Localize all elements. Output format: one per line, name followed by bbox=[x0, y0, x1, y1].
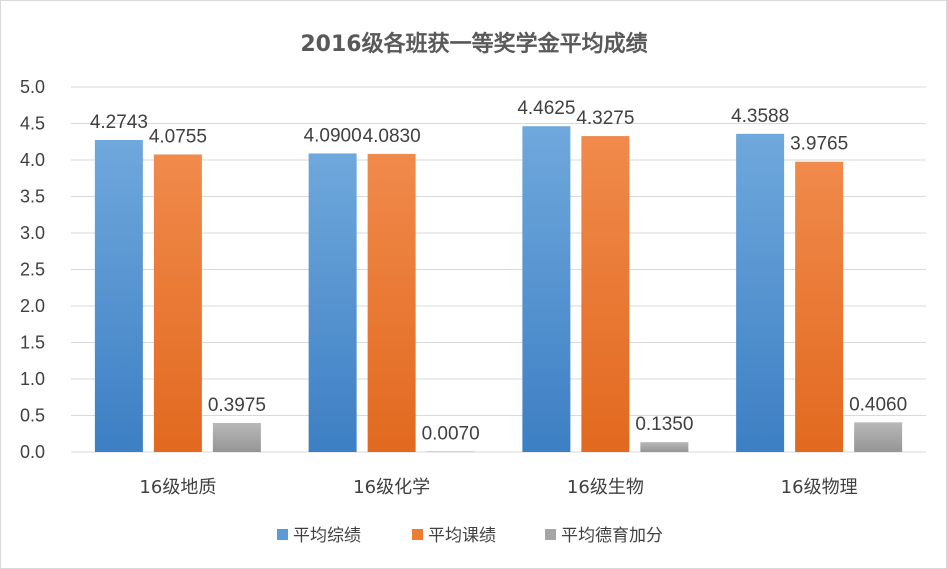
x-category-label: 16级生物 bbox=[567, 477, 644, 498]
data-label: 4.3275 bbox=[576, 108, 634, 129]
bar-3-3 bbox=[640, 442, 689, 452]
y-tick-label: 1.0 bbox=[20, 369, 45, 389]
bars bbox=[94, 126, 903, 453]
data-label: 0.1350 bbox=[635, 414, 693, 435]
data-label: 4.0900 bbox=[304, 125, 362, 146]
y-tick-label: 5.0 bbox=[20, 77, 45, 97]
data-label: 4.3588 bbox=[731, 106, 789, 127]
bar-3-1 bbox=[212, 422, 261, 452]
y-tick-label: 2.5 bbox=[20, 260, 45, 280]
legend-swatch bbox=[277, 529, 288, 540]
y-tick-label: 4.5 bbox=[20, 114, 45, 134]
bar-3-2 bbox=[426, 451, 475, 452]
y-tick-label: 3.0 bbox=[20, 223, 45, 243]
bar-3-4 bbox=[854, 422, 903, 452]
data-label: 4.0830 bbox=[363, 126, 421, 147]
bar-2-3 bbox=[581, 136, 630, 452]
bar-1-1 bbox=[94, 139, 143, 452]
x-category-label: 16级化学 bbox=[353, 477, 430, 498]
chart-title: 2016级各班获一等奖学金平均成绩 bbox=[300, 31, 647, 57]
legend-label: 平均德育加分 bbox=[561, 526, 663, 546]
data-label: 0.4060 bbox=[849, 394, 907, 415]
bar-2-4 bbox=[795, 161, 844, 452]
data-label: 4.0755 bbox=[149, 126, 207, 147]
data-label: 0.0070 bbox=[422, 423, 480, 444]
x-category-label: 16级物理 bbox=[781, 477, 858, 498]
y-tick-label: 4.0 bbox=[20, 150, 45, 170]
bar-1-3 bbox=[522, 126, 571, 453]
y-tick-label: 1.5 bbox=[20, 333, 45, 353]
x-category-label: 16级地质 bbox=[139, 477, 216, 498]
data-label: 3.9765 bbox=[790, 134, 848, 155]
bar-1-4 bbox=[736, 133, 785, 452]
y-tick-label: 2.0 bbox=[20, 296, 45, 316]
bar-2-2 bbox=[367, 153, 416, 453]
legend-label: 平均综绩 bbox=[293, 526, 361, 546]
legend-swatch bbox=[545, 529, 556, 540]
bar-2-1 bbox=[153, 154, 202, 452]
x-axis-categories: 16级地质 16级化学 16级生物 16级物理 bbox=[139, 477, 857, 498]
data-label: 0.3975 bbox=[208, 395, 266, 416]
gridlines bbox=[71, 86, 926, 453]
y-axis-ticks: 0.0 0.5 1.0 1.5 2.0 2.5 3.0 3.5 4.0 4.5 5.0 bbox=[20, 77, 45, 462]
legend-swatch bbox=[412, 529, 423, 540]
legend: 平均综绩 平均课绩 平均德育加分 bbox=[277, 526, 663, 546]
data-label: 4.4625 bbox=[517, 98, 575, 119]
legend-label: 平均课绩 bbox=[428, 526, 496, 546]
data-label: 4.2743 bbox=[90, 112, 148, 133]
y-tick-label: 3.5 bbox=[20, 187, 45, 207]
y-tick-label: 0.0 bbox=[20, 442, 45, 462]
bar-1-2 bbox=[308, 153, 357, 452]
y-tick-label: 0.5 bbox=[20, 406, 45, 426]
